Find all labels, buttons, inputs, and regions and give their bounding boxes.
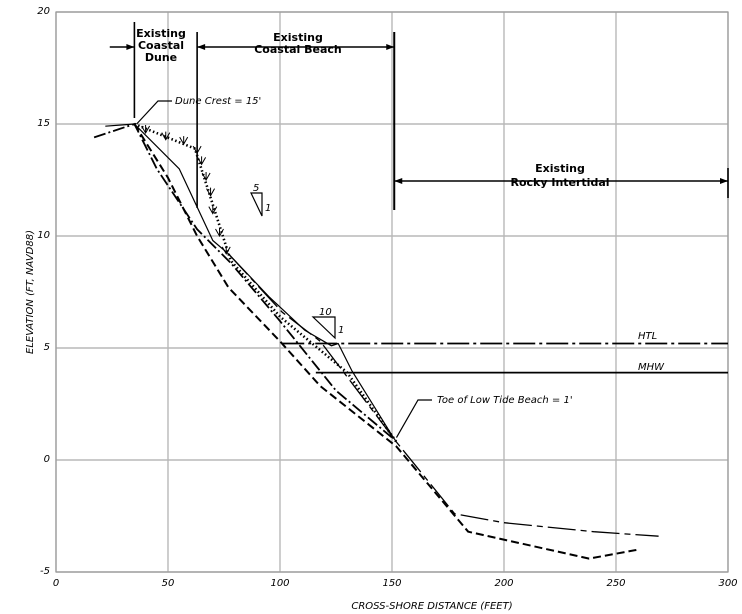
y-tick-label: 5 <box>44 342 50 353</box>
profile-long-dash-line <box>228 253 659 537</box>
slope-triangle-2 <box>311 316 336 340</box>
y-tick-label: 10 <box>37 230 50 241</box>
profile-dash-dot-line <box>93 123 393 439</box>
y-tick-label: 15 <box>37 118 50 129</box>
x-tick-label: 150 <box>382 578 401 589</box>
dimension-arrowhead <box>197 44 206 50</box>
y-tick-label: 20 <box>37 6 50 17</box>
x-tick-label: 50 <box>162 578 175 589</box>
profile-solid-line <box>105 123 397 443</box>
slope-1-rise: 1 <box>265 203 271 214</box>
dimension-arrowhead <box>386 44 395 50</box>
x-tick-label: 100 <box>270 578 289 589</box>
profile-series <box>93 122 659 560</box>
plot-frame <box>55 11 729 573</box>
zone-beach-label-2: Coastal Beach <box>254 43 342 56</box>
y-axis-label: ELEVATION (FT, NAVD88) <box>25 230 36 354</box>
zone-rocky-label-1: Existing <box>535 162 585 175</box>
dune-crest-leader <box>136 100 172 125</box>
slope-2-run: 10 <box>319 307 332 318</box>
dimension-arrowhead <box>126 44 135 50</box>
profile-dashed-line <box>133 123 639 560</box>
mhw-label: MHW <box>638 362 665 373</box>
htl-label: HTL <box>638 331 657 342</box>
grid <box>55 11 729 573</box>
x-tick-label: 300 <box>718 578 737 589</box>
x-axis-label: CROSS-SHORE DISTANCE (FEET) <box>351 601 512 612</box>
vegetation-mark <box>221 245 231 255</box>
dimension-arrowhead <box>394 178 403 184</box>
vegetation-mark <box>161 131 171 141</box>
vegetation-mark <box>201 172 211 182</box>
zone-rocky-label-2: Rocky Intertidal <box>510 176 609 189</box>
zone-dimension-lines <box>109 22 729 210</box>
vegetation-mark <box>179 136 189 146</box>
dimension-arrowhead <box>720 178 728 184</box>
toe-annotation: Toe of Low Tide Beach = 1' <box>437 395 573 406</box>
y-tick-label: 0 <box>44 454 50 465</box>
zone-dune-label-2: Coastal <box>138 39 184 52</box>
dune-crest-annotation: Dune Crest = 15' <box>175 96 261 107</box>
zone-dune-label-3: Dune <box>145 51 177 64</box>
toe-leader <box>395 399 432 438</box>
y-tick-label: -5 <box>40 566 50 577</box>
annotation-leaders <box>136 100 432 438</box>
vegetation-mark <box>215 228 224 238</box>
slope-2-rise: 1 <box>338 325 344 336</box>
slope-1-run: 5 <box>253 183 259 194</box>
x-tick-label: 200 <box>494 578 513 589</box>
slope-indicators <box>250 192 336 340</box>
x-tick-label: 250 <box>606 578 625 589</box>
water-level-lines <box>282 342 728 374</box>
vegetation-mark <box>141 124 151 134</box>
vegetation-mark <box>206 187 215 197</box>
profile-dotted-line <box>133 122 398 443</box>
vegetation-mark <box>208 205 218 215</box>
zone-beach-label-1: Existing <box>273 31 323 44</box>
zone-dune-label-1: Existing <box>136 27 186 40</box>
slope-triangle-1 <box>250 192 263 217</box>
x-tick-label: 0 <box>53 578 59 589</box>
vegetation-mark <box>197 156 207 166</box>
